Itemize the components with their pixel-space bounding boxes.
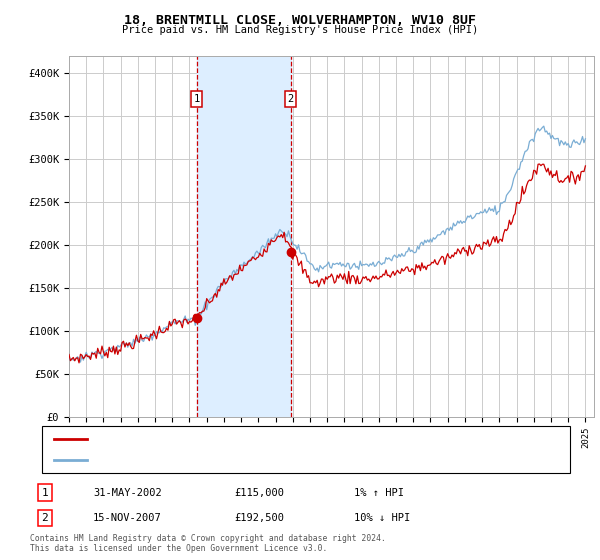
Text: £192,500: £192,500 [234,513,284,523]
Text: 15-NOV-2007: 15-NOV-2007 [93,513,162,523]
Text: 18, BRENTMILL CLOSE, WOLVERHAMPTON, WV10 8UF (detached house): 18, BRENTMILL CLOSE, WOLVERHAMPTON, WV10… [93,434,451,444]
Text: 10% ↓ HPI: 10% ↓ HPI [354,513,410,523]
Text: 31-MAY-2002: 31-MAY-2002 [93,488,162,498]
Bar [197,56,291,417]
Text: 2: 2 [287,94,294,104]
Text: 2: 2 [41,513,49,523]
Text: 18, BRENTMILL CLOSE, WOLVERHAMPTON, WV10 8UF: 18, BRENTMILL CLOSE, WOLVERHAMPTON, WV10… [124,14,476,27]
Text: £115,000: £115,000 [234,488,284,498]
Text: 1: 1 [194,94,200,104]
Text: 1% ↑ HPI: 1% ↑ HPI [354,488,404,498]
Text: Contains HM Land Registry data © Crown copyright and database right 2024.
This d: Contains HM Land Registry data © Crown c… [30,534,386,553]
Text: 1: 1 [41,488,49,498]
Text: Price paid vs. HM Land Registry's House Price Index (HPI): Price paid vs. HM Land Registry's House … [122,25,478,35]
Text: HPI: Average price, detached house, Wolverhampton: HPI: Average price, detached house, Wolv… [93,455,381,465]
